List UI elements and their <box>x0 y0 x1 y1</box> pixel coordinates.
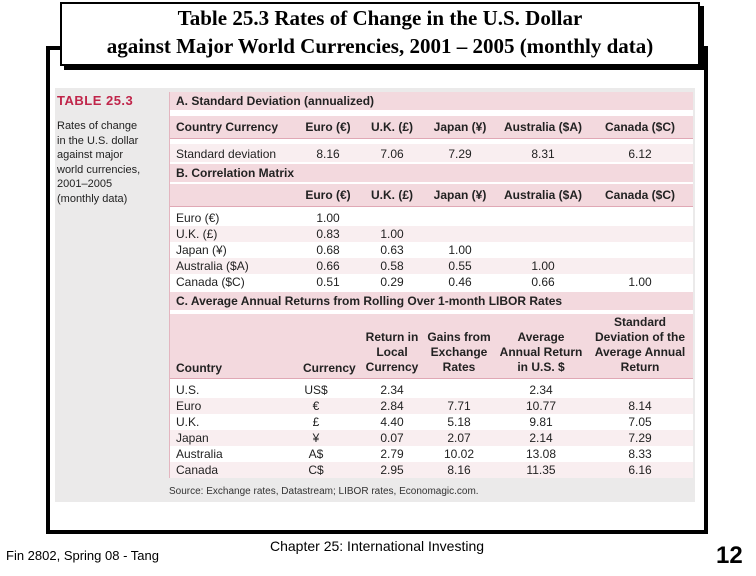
section-b-header-row: Euro (€) U.K. (£) Japan (¥) Australia ($… <box>305 188 676 202</box>
section-c-heading: C. Average Annual Returns from Rolling O… <box>176 294 563 308</box>
table-row: Euro € 2.84 7.71 10.77 8.14 <box>176 399 652 413</box>
table-row: Australia ($A) 0.66 0.58 0.55 1.00 <box>176 259 555 273</box>
table-source: Source: Exchange rates, Datastream; LIBO… <box>169 486 479 497</box>
table-label: TABLE 25.3 <box>57 93 134 108</box>
title-line-1: Table 25.3 Rates of Change in the U.S. D… <box>177 6 583 30</box>
table-row: Canada ($C) 0.51 0.29 0.46 0.66 1.00 <box>176 275 652 289</box>
section-b-heading: B. Correlation Matrix <box>176 166 295 180</box>
table-row: Standard deviation 8.16 7.06 7.29 8.31 6… <box>176 147 652 161</box>
table-image: TABLE 25.3 Rates of change in the U.S. d… <box>55 88 695 502</box>
table-body: A. Standard Deviation (annualized) Count… <box>169 92 693 478</box>
table-row: Japan (¥) 0.68 0.63 1.00 <box>176 243 472 257</box>
table-row: Japan ¥ 0.07 2.07 2.14 7.29 <box>176 431 652 445</box>
slide-title: Table 25.3 Rates of Change in the U.S. D… <box>60 2 700 66</box>
table-row: Euro (€) 1.00 <box>176 211 340 225</box>
footer-chapter: Chapter 25: International Investing <box>270 538 485 554</box>
section-a-header-row: Country Currency Euro (€) U.K. (£) Japan… <box>176 120 676 134</box>
table-row: U.S. US$ 2.34 2.34 <box>176 383 553 397</box>
table-sidebar: TABLE 25.3 Rates of change in the U.S. d… <box>55 88 165 478</box>
slide-number: 12 <box>716 542 743 569</box>
table-caption: Rates of change in the U.S. dollar again… <box>57 120 141 205</box>
table-row: Australia A$ 2.79 10.02 13.08 8.33 <box>176 447 652 461</box>
table-row: Canada C$ 2.95 8.16 11.35 6.16 <box>176 463 652 477</box>
title-line-2: against Major World Currencies, 2001 – 2… <box>106 34 654 58</box>
footer-course: Fin 2802, Spring 08 - Tang <box>6 548 159 563</box>
table-row: U.K. (£) 0.83 1.00 <box>176 227 404 241</box>
table-row: U.K. £ 4.40 5.18 9.81 7.05 <box>176 415 652 429</box>
section-a-heading: A. Standard Deviation (annualized) <box>176 94 375 108</box>
